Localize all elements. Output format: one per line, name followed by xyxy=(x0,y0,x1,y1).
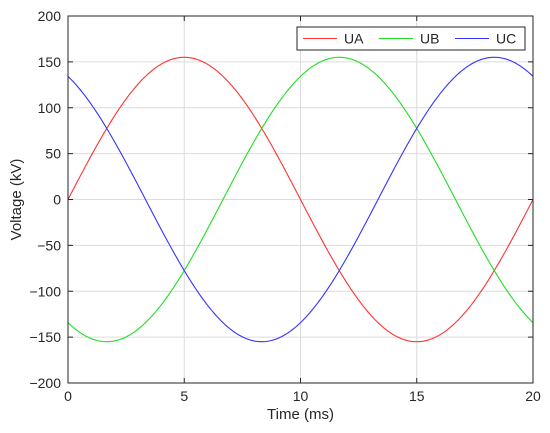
y-tick-label: −50 xyxy=(37,237,61,253)
legend-label-ua: UA xyxy=(344,31,364,47)
y-tick-label: 150 xyxy=(38,54,62,70)
y-tick-label: −100 xyxy=(29,283,61,299)
y-tick-label: −150 xyxy=(29,329,61,345)
y-tick-label: 100 xyxy=(38,100,62,116)
tick-labels: 0 5 10 15 20 −200 −150 −100 −50 0 50 100 150 200 xyxy=(29,8,541,404)
x-tick-label: 10 xyxy=(293,388,309,404)
y-axis-label: Voltage (kV) xyxy=(8,159,25,241)
series-lines xyxy=(67,56,534,343)
y-tick-label: 200 xyxy=(38,8,62,24)
series-line-ua xyxy=(67,56,534,343)
series-line-ub xyxy=(67,56,534,343)
x-axis-label: Time (ms) xyxy=(267,406,334,423)
y-tick-label: 0 xyxy=(53,192,61,208)
x-tick-label: 20 xyxy=(525,388,541,404)
x-tick-label: 15 xyxy=(409,388,425,404)
series-line-uc xyxy=(67,56,534,343)
legend: UA UB UC xyxy=(296,26,526,51)
legend-label-ub: UB xyxy=(420,31,439,47)
x-tick-label: 5 xyxy=(180,388,188,404)
legend-label-uc: UC xyxy=(496,31,516,47)
y-tick-label: 50 xyxy=(45,146,61,162)
x-tick-label: 0 xyxy=(64,388,72,404)
y-tick-label: −200 xyxy=(29,375,61,391)
